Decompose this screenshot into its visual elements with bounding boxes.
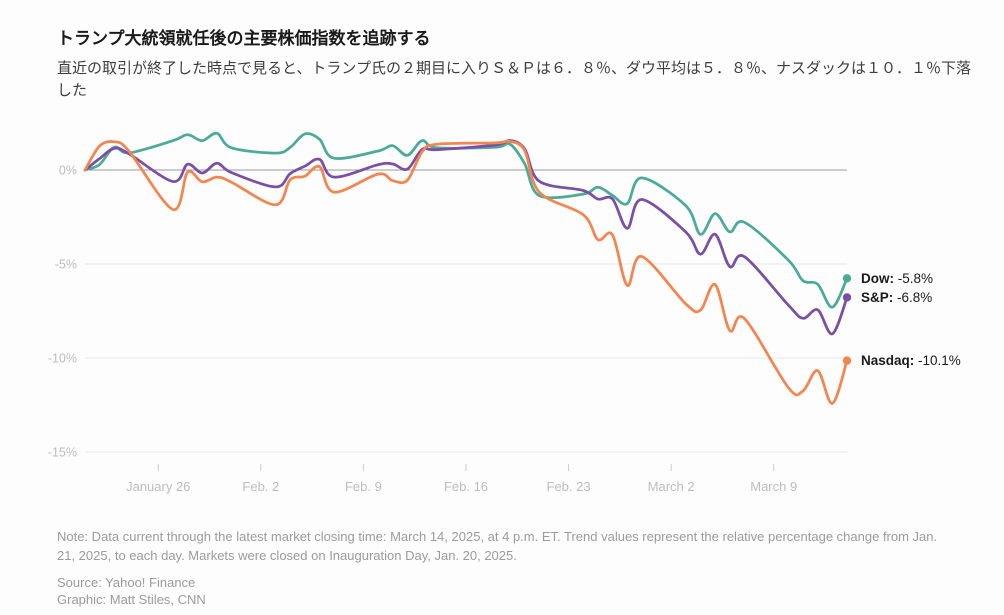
x-axis-label: March 2 [648,479,695,494]
chart-credit: Graphic: Matt Stiles, CNN [57,592,206,607]
series-line-sp [83,139,849,336]
x-axis-label: March 9 [750,479,797,494]
x-axis-label: January 26 [126,479,190,494]
series-end-label-nasdaq: Nasdaq: -10.1% [861,353,961,368]
y-axis-label: -5% [55,258,77,272]
x-axis-label: Feb. 16 [444,479,488,494]
series-end-dot-nasdaq [842,356,852,365]
series-line-dow [83,131,849,309]
series-line-nasdaq [83,139,849,405]
chart-source: Source: Yahoo! Finance [57,575,196,590]
y-axis-label: 0% [59,164,77,178]
y-axis-label: -10% [48,352,77,366]
y-axis-label: -15% [48,446,77,460]
page-title: トランプ大統領就任後の主要株価指数を追跡する [57,29,431,48]
chart-note: Note: Data current through the latest ma… [57,529,938,563]
x-axis-label: Feb. 9 [345,479,382,494]
series-end-dot-dow [842,274,852,283]
series-end-label-dow: Dow: -5.8% [861,271,933,286]
chart-subtitle: 直近の取引が終了した時点で見ると、トランプ氏の２期目に入りＳ＆Ｐは６．８％、ダウ… [57,60,971,99]
series-end-dot-sp [842,293,852,302]
x-axis-label: Feb. 23 [547,479,591,494]
series-end-label-sp: S&P: -6.8% [861,290,932,305]
x-axis-label: Feb. 2 [242,479,279,494]
